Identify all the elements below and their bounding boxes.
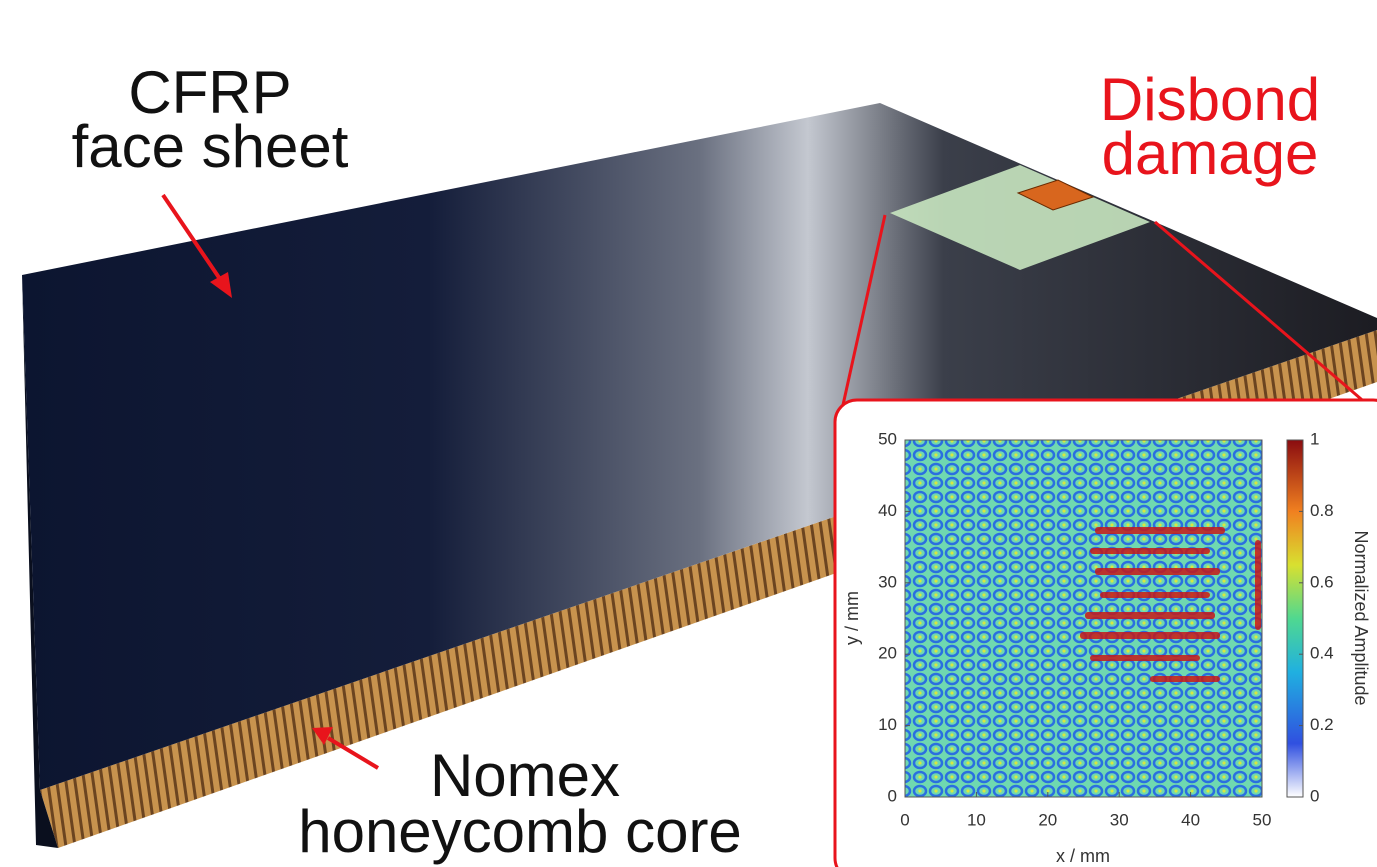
scan-area <box>890 165 1150 270</box>
y-tick-label: 50 <box>878 429 897 448</box>
zoom-line <box>1154 220 1369 407</box>
damage-signal <box>1080 527 1261 682</box>
colorbar-label: Normalized Amplitude <box>1351 530 1371 705</box>
x-axis-label: x / mm <box>1056 846 1110 866</box>
y-tick-label: 40 <box>878 501 897 520</box>
label: Disbond <box>1100 66 1320 133</box>
arrow <box>161 193 224 284</box>
x-tick-label: 50 <box>1253 810 1272 829</box>
label: damage <box>1102 120 1319 187</box>
panel-side <box>22 275 58 848</box>
plot-frame <box>904 439 1263 798</box>
colorbar-tick-label: 0 <box>1310 786 1319 805</box>
y-axis-label: y / mm <box>842 591 862 645</box>
panel-top <box>22 103 1377 790</box>
zoom-line <box>841 214 887 406</box>
colorbar-tick-label: 0.8 <box>1310 501 1334 520</box>
inset-plot <box>904 439 1304 798</box>
label: Nomex <box>430 742 620 809</box>
x-tick-label: 20 <box>1038 810 1057 829</box>
arrow <box>326 736 380 770</box>
y-tick-label: 0 <box>888 786 897 805</box>
label: face sheet <box>72 113 349 180</box>
damage-area <box>1016 179 1095 211</box>
colorbar-tick-label: 1 <box>1310 429 1319 448</box>
x-tick-label: 0 <box>900 810 909 829</box>
arrowhead <box>312 727 333 745</box>
colorbar-tick-label: 0.4 <box>1310 644 1334 663</box>
y-tick-label: 10 <box>878 715 897 734</box>
x-tick-label: 10 <box>967 810 986 829</box>
label: honeycomb core <box>298 798 742 865</box>
label: CFRP <box>128 59 291 126</box>
arrowhead <box>210 272 232 298</box>
y-tick-label: 30 <box>878 572 897 591</box>
colorbar-tick-label: 0.6 <box>1310 572 1334 591</box>
y-tick-label: 20 <box>878 644 897 663</box>
x-tick-label: 40 <box>1181 810 1200 829</box>
colorbar-tick-label: 0.2 <box>1310 715 1334 734</box>
colorbar <box>1286 439 1304 798</box>
x-tick-label: 30 <box>1110 810 1129 829</box>
